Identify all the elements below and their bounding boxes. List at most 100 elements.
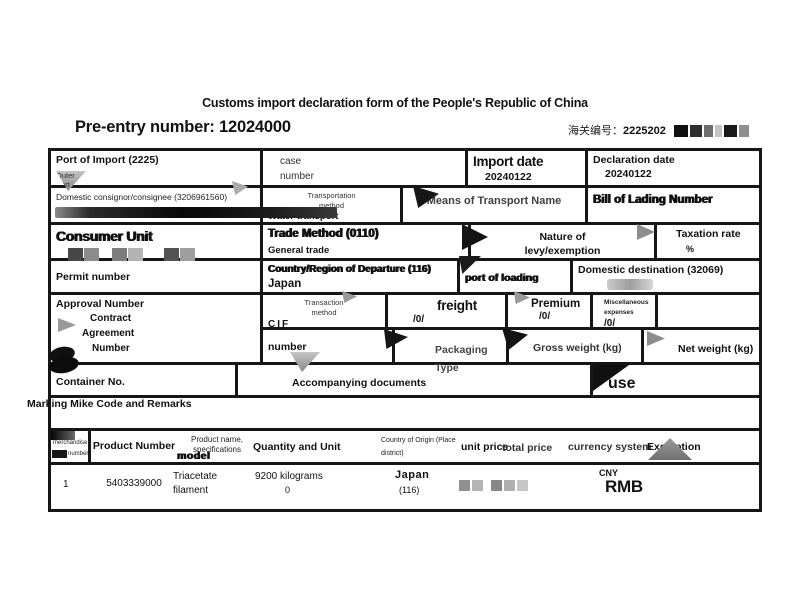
cell-use: use	[593, 365, 759, 398]
declaration-date-label: Declaration date	[593, 154, 675, 166]
redaction-blob-destination	[607, 279, 653, 290]
import-date-label: Import date	[473, 154, 544, 169]
cell-pieces-number: number	[263, 330, 395, 365]
gross-weight-label: Gross weight (kg)	[533, 342, 622, 354]
nature-of-levy-label: Nature of levy/exemption	[524, 231, 601, 258]
cell-trade-method: Trade Method (0110) General trade	[263, 225, 471, 261]
transport-name-label: Means of Transport Name	[426, 195, 562, 207]
cell-taxation-rate: Taxation rate %	[657, 225, 759, 261]
redaction-block	[723, 125, 737, 138]
item-quantity: 9200 kilograms	[255, 471, 323, 482]
redaction-block	[703, 125, 713, 138]
redaction-pixels-price	[459, 478, 530, 496]
use-label: use	[608, 375, 636, 392]
cell-transaction-method: Transaction method CIF	[263, 295, 388, 330]
premium-label: Premium	[531, 298, 581, 310]
item-origin-name: Japan	[395, 469, 430, 481]
declaration-date-value: 20240122	[605, 168, 652, 180]
header-model: model	[177, 450, 211, 462]
bill-of-lading-label: Bill of Lading Number	[593, 194, 713, 206]
cell-declaration-date: Declaration date 20240122	[588, 151, 759, 188]
item-serial-header-top: merchandise	[53, 440, 88, 446]
cell-net-weight: Net weight (kg)	[644, 330, 759, 365]
customs-number-line: 海关编号：2225202	[568, 122, 749, 138]
cell-premium: Premium /0/	[508, 295, 593, 330]
cell-domestic-consignee: Domestic consignor/consignee (3206961560…	[51, 188, 337, 225]
header-currency-system: currency system	[568, 441, 652, 453]
redaction-block	[714, 125, 722, 138]
taxation-rate-unit: %	[686, 244, 695, 254]
net-weight-label: Net weight (kg)	[678, 343, 754, 355]
consumer-unit-label: Consumer Unit	[56, 228, 153, 244]
cell-accompanying-documents: Accompanying documents	[238, 365, 593, 398]
domestic-destination-label: Domestic destination (32069)	[578, 264, 724, 276]
item-product-name: Triacetate filament	[173, 471, 218, 496]
redaction-blob-serial-header	[52, 450, 67, 458]
redaction-pixels-consumer-unit	[68, 248, 255, 266]
item-product-number: 5403339000	[106, 478, 162, 489]
cell-bill-of-lading: Bill of Lading Number	[588, 188, 759, 225]
misc-expenses-label: Miscellaneous expenses	[604, 299, 649, 316]
customs-number-label: 海关编号：	[568, 125, 623, 137]
cell-freight: freight /0/	[388, 295, 508, 330]
item-serial: 1	[63, 479, 69, 490]
cell-packaging-type: Packaging Type	[395, 330, 509, 374]
accompanying-documents-label: Accompanying documents	[292, 377, 427, 389]
cell-consumer-unit: Consumer Unit	[51, 225, 263, 261]
cell-gross-weight: Gross weight (kg)	[509, 330, 644, 365]
declaration-grid: Port of Import (2225) Outer Port Customs…	[47, 148, 762, 512]
redaction-blob-serial-header	[51, 431, 75, 440]
transportation-method-label: Transportation method	[307, 191, 356, 211]
redaction-block	[738, 125, 749, 138]
cell-port-of-loading: port of loading	[460, 261, 573, 295]
cell-case-number: case number	[263, 151, 468, 188]
contract-label: Contract	[90, 313, 132, 324]
transaction-method-value: CIF	[268, 319, 291, 331]
cell-import-date: Import date 20240122	[468, 151, 588, 188]
header-product-number: Product Number	[92, 440, 176, 452]
header-country-of-origin: Country of Origin (Place district)	[381, 437, 456, 457]
header-quantity-unit: Quantity and Unit	[253, 441, 341, 453]
departure-country-value: Japan	[268, 278, 302, 290]
freight-value: /0/	[413, 314, 425, 325]
cell-misc-expenses: Miscellaneous expenses /0/	[593, 295, 658, 330]
header-unit-price: unit price	[461, 441, 509, 453]
item-quantity-sub: 0	[285, 485, 291, 495]
redaction-bar-consignee	[55, 207, 337, 218]
cell-item-serial-header: merchandise number	[51, 431, 91, 465]
cell-container-no: Container No.	[47, 354, 238, 398]
packaging-type-label: Packaging Type	[435, 344, 488, 374]
case-number-label: case number	[280, 156, 314, 182]
cell-nature-of-levy: Nature of levy/exemption	[471, 225, 657, 261]
customs-number-value: 2225202	[623, 125, 666, 137]
cell-departure-country: Country/Region of Departure (116) Japan	[263, 261, 460, 295]
cell-port-of-import: Port of Import (2225) Outer Port Customs	[51, 151, 263, 191]
cell-domestic-destination: Domestic destination (32069)	[573, 261, 759, 295]
container-no-label: Container No.	[56, 376, 125, 388]
consignee-label: Domestic consignor/consignee (3206961560…	[56, 192, 228, 202]
redaction-block	[689, 125, 702, 138]
misc-expenses-value: /0/	[604, 317, 616, 329]
agreement-label: Agreement	[82, 328, 135, 339]
item-origin-code: (116)	[399, 485, 420, 495]
trade-method-label: Trade Method (0110)	[268, 228, 379, 240]
departure-country-label: Country/Region of Departure (116)	[268, 264, 431, 275]
item-currency-name: RMB	[605, 477, 643, 496]
port-of-loading-label: port of loading	[465, 272, 539, 284]
transaction-method-label: Transaction method	[304, 298, 344, 318]
trade-method-value: General trade	[268, 245, 330, 256]
cell-approval-contract: Approval Number Contract Agreement Numbe…	[47, 295, 263, 365]
marks-remarks-label: Marking Mike Code and Remarks	[27, 398, 192, 410]
port-of-import-label: Port of Import (2225)	[56, 154, 159, 166]
pieces-number-label: number	[268, 341, 307, 353]
permit-number-label: Permit number	[56, 271, 131, 283]
cell-permit-number: Permit number	[51, 261, 263, 295]
taxation-rate-label: Taxation rate	[676, 228, 741, 240]
item-currency-code: CNY	[599, 468, 619, 478]
cell-transport-name: Means of Transport Name	[403, 188, 588, 225]
item-row: 1 5403339000 Triacetate filament 9200 ki…	[51, 465, 759, 509]
approval-number-label: Approval Number	[56, 298, 145, 310]
freight-label: freight	[437, 298, 477, 313]
item-serial-header-bottom: number	[68, 451, 89, 457]
